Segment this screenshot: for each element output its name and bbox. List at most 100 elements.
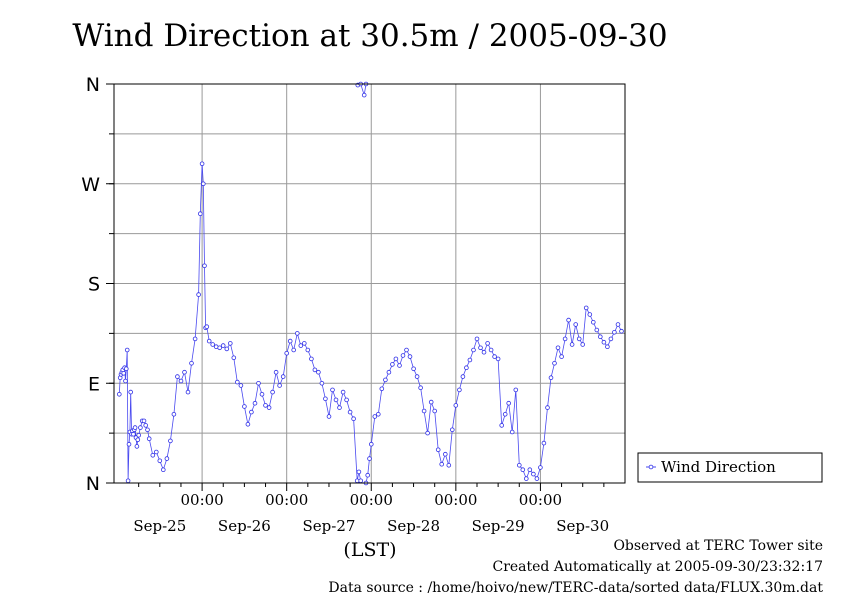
data-point <box>435 447 441 453</box>
data-point <box>198 211 203 217</box>
data-point <box>245 421 251 427</box>
series-line <box>365 306 622 484</box>
data-point <box>189 360 194 366</box>
data-point <box>361 92 367 98</box>
data-point <box>541 440 547 446</box>
data-point <box>270 389 275 395</box>
data-point <box>123 378 128 384</box>
data-point <box>125 478 131 484</box>
data-point <box>418 385 423 391</box>
data-point <box>520 467 526 473</box>
data-point <box>291 347 297 353</box>
data-point <box>460 374 466 379</box>
data-point <box>605 344 610 350</box>
data-point <box>516 462 522 468</box>
data-point <box>273 369 279 375</box>
data-point <box>407 354 413 359</box>
data-point <box>432 408 438 414</box>
x-tick-label: 00:00 <box>434 491 477 509</box>
data-point <box>319 380 325 386</box>
data-point <box>330 387 335 393</box>
data-point <box>124 347 130 353</box>
data-point <box>583 305 589 311</box>
data-point <box>411 366 416 372</box>
data-point <box>154 449 159 455</box>
data-point <box>590 319 596 325</box>
data-point <box>228 341 233 346</box>
data-point <box>252 400 258 406</box>
data-point <box>201 181 206 187</box>
plot-area <box>117 81 624 486</box>
data-point <box>580 342 585 347</box>
data-point <box>202 263 207 269</box>
x-tick-label: 00:00 <box>350 491 393 509</box>
grid-lines <box>114 84 625 483</box>
data-point <box>425 430 430 436</box>
data-point <box>143 423 149 428</box>
data-point <box>263 403 268 408</box>
x-tick-label: 00:00 <box>519 491 562 509</box>
y-tick-label: N <box>86 473 100 495</box>
y-tick-label: N <box>86 74 100 96</box>
data-point <box>368 441 374 447</box>
data-point <box>128 389 134 395</box>
data-point <box>224 346 230 352</box>
data-point <box>280 374 286 379</box>
data-point <box>256 380 261 386</box>
data-point <box>136 432 142 438</box>
data-point <box>449 427 455 433</box>
data-point <box>138 425 143 430</box>
data-point <box>235 379 240 385</box>
data-point <box>298 343 304 348</box>
y-tick-label: W <box>81 174 100 196</box>
data-point <box>309 356 314 362</box>
data-point <box>523 476 529 481</box>
data-point <box>457 387 462 393</box>
data-point <box>538 465 543 470</box>
data-point <box>619 328 624 334</box>
data-point <box>393 356 399 362</box>
data-point <box>206 338 212 344</box>
data-point <box>499 423 505 428</box>
data-point <box>404 347 409 353</box>
data-point <box>238 383 244 388</box>
data-point <box>284 350 290 356</box>
data-point <box>266 405 272 410</box>
data-point <box>379 386 385 392</box>
data-point <box>316 369 321 375</box>
data-point <box>157 458 163 464</box>
data-point <box>421 408 427 414</box>
data-point <box>446 462 452 468</box>
data-point <box>210 342 216 347</box>
data-point <box>337 405 342 410</box>
data-point <box>305 347 311 353</box>
data-point <box>333 397 339 403</box>
data-point <box>562 336 568 342</box>
data-point <box>576 336 582 342</box>
data-point <box>397 363 402 368</box>
data-point <box>506 400 512 406</box>
data-point <box>453 403 459 408</box>
data-point <box>217 345 223 351</box>
data-point <box>356 469 362 475</box>
data-point <box>249 409 254 415</box>
data-point <box>161 467 166 473</box>
data-point <box>168 438 173 444</box>
data-point <box>442 451 448 457</box>
data-point <box>555 345 561 351</box>
chart-title: Wind Direction at 30.5m / 2005-09-30 <box>72 18 667 54</box>
data-point <box>527 467 533 473</box>
data-point <box>372 414 378 419</box>
data-point <box>597 334 603 340</box>
y-axis: N E S W N <box>81 74 114 495</box>
legend-marker <box>648 464 654 470</box>
data-point <box>481 349 487 355</box>
data-point <box>534 476 540 481</box>
data-point <box>312 367 318 373</box>
data-point <box>182 369 187 375</box>
data-point <box>175 374 180 379</box>
data-point <box>231 355 237 361</box>
data-point <box>347 409 353 415</box>
created-note: Created Automatically at 2005-09-30/23:3… <box>492 559 823 575</box>
data-point <box>471 347 476 353</box>
